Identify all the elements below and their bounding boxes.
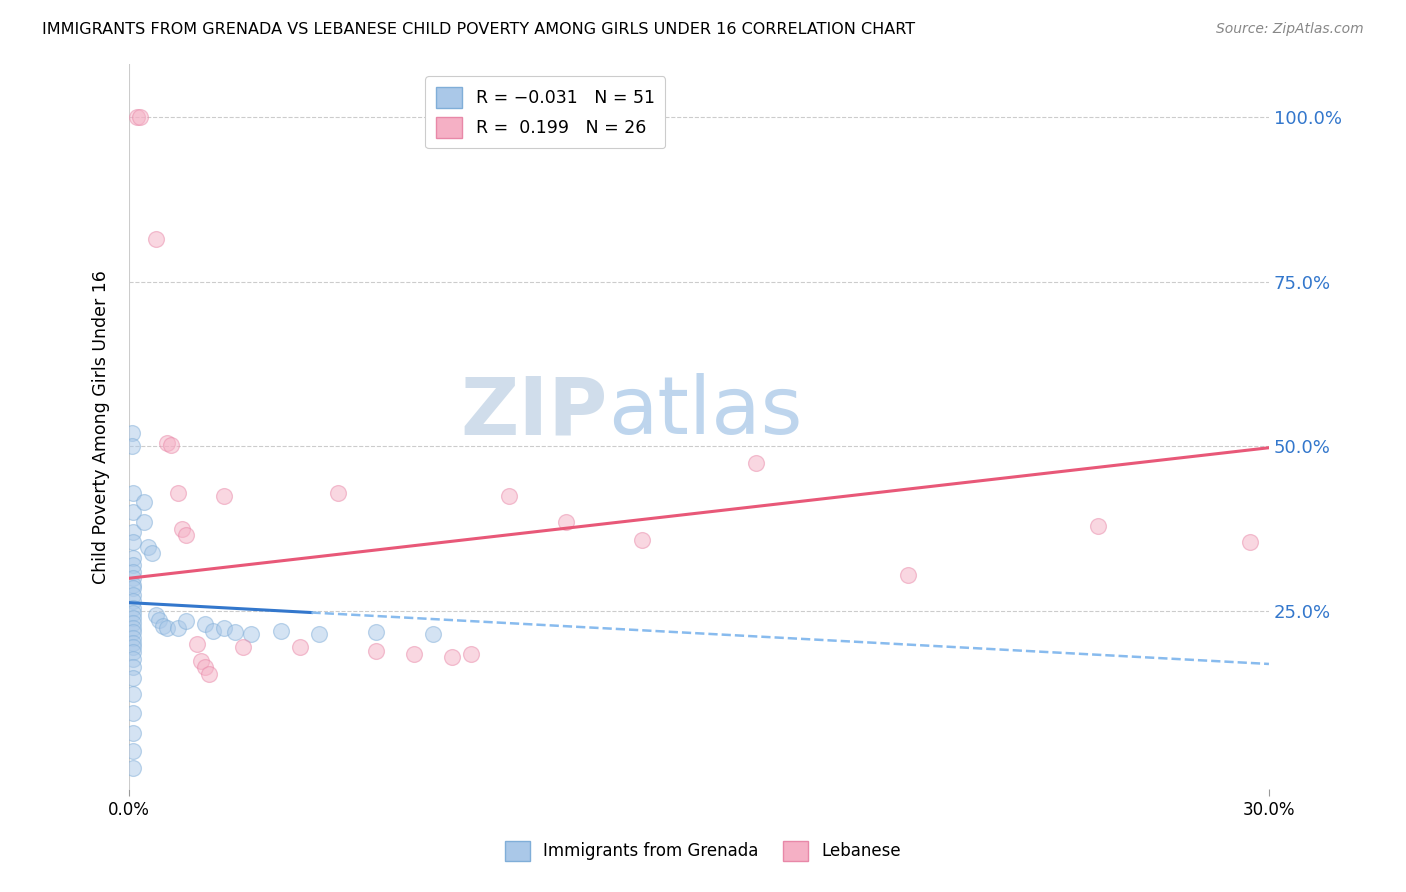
Point <box>460 647 482 661</box>
Point <box>198 666 221 681</box>
Point <box>122 636 145 650</box>
Point <box>122 581 145 595</box>
Point <box>194 617 217 632</box>
Point <box>129 110 152 124</box>
Y-axis label: Child Poverty Among Girls Under 16: Child Poverty Among Girls Under 16 <box>93 269 110 583</box>
Point <box>631 533 654 547</box>
Point <box>122 578 145 592</box>
Point <box>145 607 167 622</box>
Point <box>897 568 920 582</box>
Point <box>122 687 145 701</box>
Point <box>122 726 145 740</box>
Point <box>364 644 387 658</box>
Point <box>402 647 425 661</box>
Point <box>122 672 145 686</box>
Point <box>122 565 145 579</box>
Point <box>201 624 224 638</box>
Point <box>364 625 387 640</box>
Point <box>160 438 183 452</box>
Point <box>186 637 208 651</box>
Point <box>326 485 349 500</box>
Point <box>212 621 235 635</box>
Point <box>141 546 163 560</box>
Point <box>122 588 145 602</box>
Point <box>167 485 190 500</box>
Point <box>232 640 254 655</box>
Legend: R = −0.031   N = 51, R =  0.199   N = 26: R = −0.031 N = 51, R = 0.199 N = 26 <box>425 77 665 148</box>
Point <box>122 485 145 500</box>
Point <box>167 621 190 635</box>
Point <box>122 601 145 615</box>
Point <box>122 611 145 625</box>
Point <box>152 618 174 632</box>
Text: Source: ZipAtlas.com: Source: ZipAtlas.com <box>1216 22 1364 37</box>
Point <box>122 761 145 775</box>
Point <box>212 489 235 503</box>
Point <box>1087 518 1109 533</box>
Point <box>122 558 145 572</box>
Point <box>122 571 145 585</box>
Point <box>745 456 768 470</box>
Point <box>122 651 145 665</box>
Point <box>156 621 179 635</box>
Text: atlas: atlas <box>607 373 803 451</box>
Point <box>156 436 179 450</box>
Point <box>1239 535 1261 549</box>
Point <box>122 744 145 758</box>
Point <box>121 426 143 441</box>
Point <box>122 616 145 631</box>
Text: IMMIGRANTS FROM GRENADA VS LEBANESE CHILD POVERTY AMONG GIRLS UNDER 16 CORRELATI: IMMIGRANTS FROM GRENADA VS LEBANESE CHIL… <box>42 22 915 37</box>
Point <box>270 624 292 638</box>
Point <box>122 645 145 659</box>
Point <box>122 606 145 620</box>
Point <box>136 540 159 554</box>
Text: ZIP: ZIP <box>461 373 607 451</box>
Point <box>441 650 464 665</box>
Point <box>122 706 145 721</box>
Point <box>190 654 212 668</box>
Point <box>122 631 145 645</box>
Point <box>555 515 578 529</box>
Point <box>224 625 246 640</box>
Point <box>174 614 197 628</box>
Point <box>174 528 197 542</box>
Point <box>122 525 145 540</box>
Point <box>122 625 145 640</box>
Point <box>498 489 520 503</box>
Point <box>121 439 143 453</box>
Point <box>308 627 330 641</box>
Point <box>122 535 145 549</box>
Point <box>194 660 217 674</box>
Point <box>148 614 170 628</box>
Point <box>125 110 148 124</box>
Point <box>122 505 145 519</box>
Point <box>422 627 444 641</box>
Legend: Immigrants from Grenada, Lebanese: Immigrants from Grenada, Lebanese <box>498 834 908 868</box>
Point <box>122 594 145 608</box>
Point <box>172 522 194 536</box>
Point <box>122 660 145 674</box>
Point <box>134 515 156 529</box>
Point <box>122 640 145 655</box>
Point <box>122 621 145 635</box>
Point <box>288 640 311 655</box>
Point <box>122 551 145 566</box>
Point <box>145 232 167 246</box>
Point <box>239 627 262 641</box>
Point <box>134 495 156 509</box>
